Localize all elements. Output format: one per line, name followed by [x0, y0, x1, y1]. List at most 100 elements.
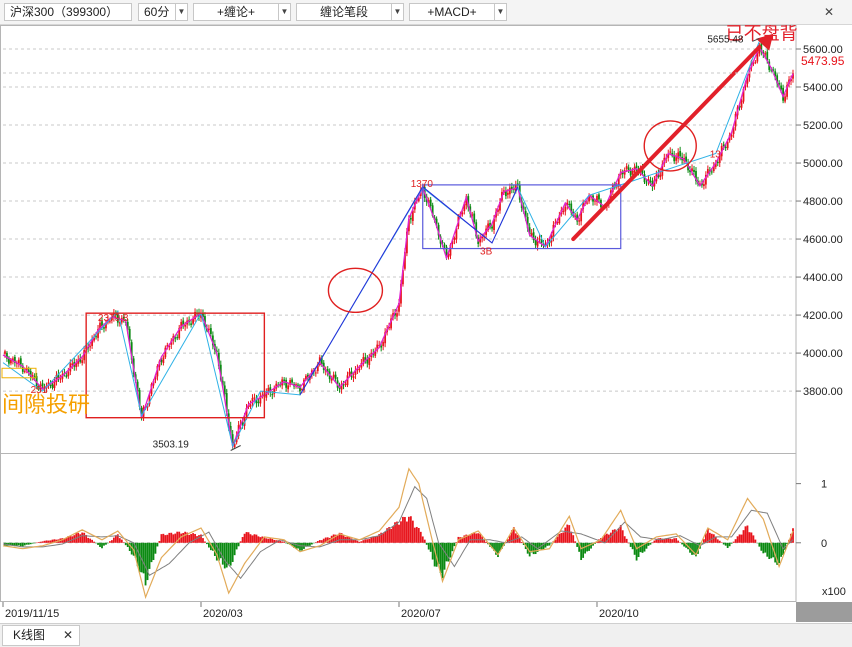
candle-body [465, 196, 468, 206]
macd-bar [671, 539, 674, 543]
candle-body [83, 350, 86, 361]
macd-bar [158, 540, 161, 543]
macd-bar [326, 537, 329, 543]
chevron-down-icon[interactable]: ▼ [175, 3, 188, 21]
macd-bar [217, 542, 220, 561]
macd-bar [229, 542, 232, 566]
macd-bar [13, 542, 16, 547]
candle-body [516, 183, 519, 185]
macd-bar [570, 531, 573, 543]
macd-bar [194, 533, 196, 543]
chevron-down-icon[interactable]: ▼ [494, 3, 507, 21]
macd-bar [116, 534, 119, 543]
macd-bar [659, 538, 662, 543]
candle-body [326, 368, 329, 373]
macd-bar [643, 542, 646, 552]
macd-bar [184, 531, 187, 543]
macd-bar [180, 533, 183, 543]
macd-bar [122, 542, 125, 543]
macd-dea-line [2, 485, 794, 580]
macd-bar [441, 542, 444, 579]
price-tick-label: 5600.00 [803, 44, 843, 56]
candle-body [471, 214, 474, 216]
highlight-circle [643, 120, 697, 172]
candle-body [522, 206, 525, 210]
candle-body [4, 351, 6, 354]
candle-body [320, 357, 323, 365]
candle-body [447, 254, 450, 258]
candle-body [271, 394, 274, 396]
macd-bar [736, 536, 739, 543]
candle-body [556, 222, 559, 224]
chevron-down-icon[interactable]: ▼ [391, 3, 404, 21]
macd-bar [43, 540, 46, 543]
candle-body [540, 238, 543, 244]
candle-body [778, 83, 781, 85]
macd-bar [164, 535, 167, 543]
candle-body [75, 363, 78, 368]
macd-bar [558, 533, 561, 543]
macd-bar [645, 542, 648, 549]
macd-bar [388, 527, 390, 543]
candle-body [703, 184, 705, 187]
candle-body [225, 393, 228, 412]
macd-bar [495, 542, 497, 555]
macd-bar [548, 542, 551, 546]
macd-bar [97, 542, 99, 545]
macd-bar [372, 536, 375, 543]
macd-bar [291, 542, 293, 547]
candle-body [334, 374, 337, 380]
chevron-down-icon[interactable]: ▼ [278, 3, 291, 21]
candle-body [301, 389, 303, 391]
macd-bar [384, 531, 387, 543]
candle-body [398, 302, 400, 312]
macd-bar [10, 542, 12, 546]
macd-bar [392, 526, 394, 543]
candle-body [576, 214, 579, 222]
collapse-icon[interactable]: ✕ [823, 5, 835, 19]
macd-bar [514, 533, 517, 543]
macd-bar [538, 542, 541, 550]
candle-body [340, 384, 343, 390]
candle-body [782, 87, 785, 101]
time-tick-label: 2020/07 [401, 608, 441, 620]
indicator-bi-segment-selector[interactable]: 缠论笔段 [296, 3, 392, 21]
macd-bar [156, 542, 159, 547]
symbol-selector[interactable]: 沪深300（399300） [4, 3, 132, 21]
time-tick-label: 2020/03 [203, 608, 243, 620]
macd-bar [453, 542, 456, 547]
candle-body [211, 335, 214, 346]
macd-bar [532, 542, 535, 555]
macd-bar [279, 540, 282, 543]
macd-bar [499, 542, 501, 552]
macd-bar [431, 542, 434, 560]
macd-bar [742, 530, 745, 543]
macd-bar [734, 539, 737, 543]
macd-bar [445, 542, 448, 562]
candle-body [352, 376, 355, 378]
tab-kline[interactable]: K线图 ✕ [2, 625, 80, 646]
candle-body [223, 385, 226, 395]
macd-bar [267, 538, 270, 543]
macd-bar [439, 542, 442, 574]
period-selector[interactable]: 60分 [138, 3, 176, 21]
candle-body [558, 215, 561, 224]
indicator-chan-selector[interactable]: +缠论+ [193, 3, 279, 21]
macd-bar [308, 542, 311, 546]
pivot-zone-box [422, 184, 622, 250]
candle-body [110, 317, 113, 321]
macd-bar [47, 540, 50, 543]
indicator-macd-selector[interactable]: +MACD+ [409, 3, 495, 21]
candle-body [182, 320, 185, 326]
pivot-zone-box [1, 367, 37, 379]
candle-body [273, 388, 276, 394]
candle-body [316, 364, 319, 372]
macd-bar [778, 542, 781, 564]
macd-bar [447, 542, 450, 562]
close-icon[interactable]: ✕ [62, 628, 73, 642]
candle-body [724, 147, 727, 149]
bi-count-label: 1370 [411, 179, 434, 190]
macd-bar [362, 540, 365, 543]
macd-bar [750, 532, 753, 543]
candle-body [625, 166, 628, 169]
